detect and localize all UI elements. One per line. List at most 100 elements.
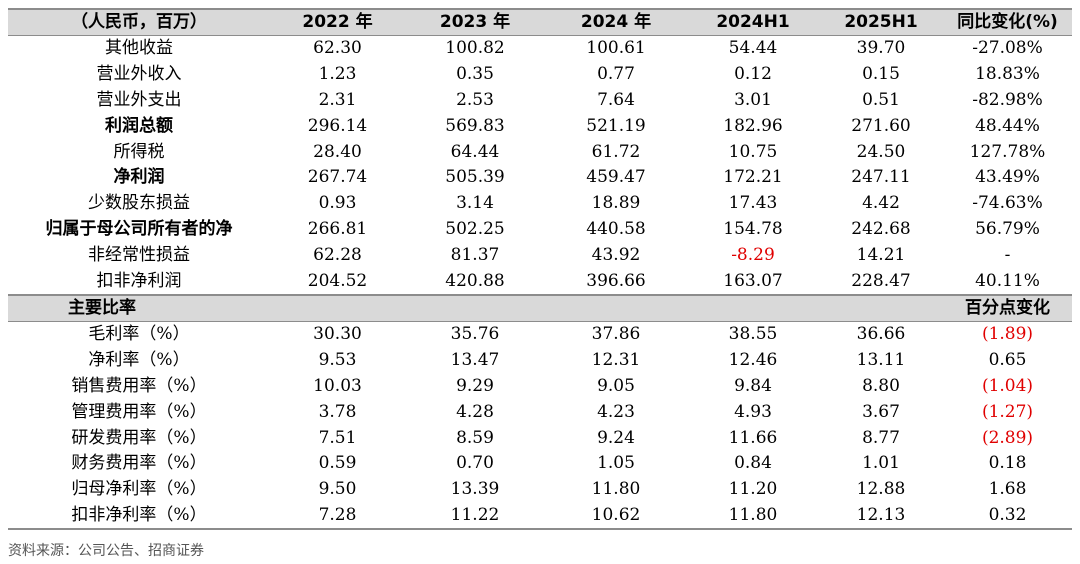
cell: 172.21	[723, 167, 783, 188]
cell: 505.39	[445, 167, 505, 188]
cell: 8.77	[862, 427, 900, 448]
row-label: 营业外收入	[96, 64, 182, 85]
cell: 18.83%	[975, 64, 1040, 85]
header-yoy-change: 同比变化(%)	[943, 8, 1072, 36]
cell: 100.82	[445, 38, 505, 59]
cell: 0.35	[456, 64, 494, 85]
cell: 3.67	[862, 401, 900, 422]
table-row: 扣非净利润 204.52 420.88 396.66 163.07 228.47…	[8, 268, 1072, 295]
cell: 271.60	[851, 115, 911, 136]
table-row: 归属于母公司所有者的净 266.81 502.25 440.58 154.78 …	[8, 217, 1072, 243]
cell: 0.65	[988, 350, 1027, 371]
cell: 37.86	[591, 324, 641, 345]
cell: 9.53	[318, 350, 357, 371]
cell: 11.80	[591, 479, 641, 500]
table-row: 毛利率（%） 30.30 35.76 37.86 38.55 36.66 (1.…	[8, 321, 1072, 347]
cell: 569.83	[445, 115, 505, 136]
row-label: 扣非净利率（%）	[8, 502, 270, 531]
cell: 11.66	[728, 427, 778, 448]
table-row: 净利率（%） 9.53 13.47 12.31 12.46 13.11 0.65	[8, 348, 1072, 374]
cell: 0.84	[734, 453, 772, 474]
table-row: 其他收益 62.30 100.82 100.61 54.44 39.70 -27…	[8, 36, 1072, 62]
row-label: 净利润	[113, 167, 165, 188]
cell: 35.76	[450, 324, 500, 345]
cell: 64.44	[450, 141, 500, 162]
header-2024h1: 2024H1	[687, 8, 819, 36]
section-title: 主要比率	[8, 293, 270, 322]
table-row: 研发费用率（%） 7.51 8.59 9.24 11.66 8.77 (2.89…	[8, 425, 1072, 451]
cell: 154.78	[723, 218, 783, 239]
cell: 3.78	[318, 401, 357, 422]
cell: 247.11	[851, 167, 911, 188]
cell: 0.93	[318, 193, 357, 214]
cell: 7.51	[318, 427, 357, 448]
row-label: 研发费用率（%）	[71, 427, 207, 448]
cell: 36.66	[856, 324, 906, 345]
cell: 0.70	[456, 453, 494, 474]
row-label: 扣非净利润	[96, 270, 182, 291]
cell: 10.62	[545, 502, 687, 531]
cell-negative: -8.29	[731, 244, 775, 265]
cell: 12.88	[856, 479, 906, 500]
table-row: 管理费用率（%） 3.78 4.28 4.23 4.93 3.67 (1.27)	[8, 399, 1072, 425]
header-2024: 2024 年	[545, 8, 687, 36]
table-row: 净利润 267.74 505.39 459.47 172.21 247.11 4…	[8, 165, 1072, 191]
cell: 4.28	[456, 401, 494, 422]
table-row: 财务费用率（%） 0.59 0.70 1.05 0.84 1.01 0.18	[8, 451, 1072, 477]
cell: 38.55	[728, 324, 778, 345]
row-label: 营业外支出	[96, 89, 182, 110]
cell: 1.05	[597, 453, 635, 474]
cell: 502.25	[445, 218, 505, 239]
cell: 127.78%	[969, 141, 1046, 162]
cell: 100.61	[586, 38, 646, 59]
cell: 9.84	[734, 375, 772, 396]
row-label: 其他收益	[105, 38, 173, 59]
cell: 242.68	[851, 218, 911, 239]
cell: 2.31	[318, 89, 357, 110]
header-unit: （人民币，百万）	[8, 8, 270, 36]
cell: 8.80	[862, 375, 900, 396]
cell: 13.39	[450, 479, 500, 500]
cell: 11.20	[728, 479, 778, 500]
cell: 267.74	[307, 167, 368, 188]
cell: 9.50	[318, 479, 357, 500]
cell: 0.32	[943, 502, 1072, 531]
cell: 39.70	[856, 38, 906, 59]
row-label: 少数股东损益	[88, 193, 190, 214]
cell: 266.81	[307, 218, 368, 239]
table-row: 利润总额 296.14 569.83 521.19 182.96 271.60 …	[8, 113, 1072, 139]
cell: 13.47	[450, 350, 500, 371]
row-label: 归母净利率（%）	[71, 479, 207, 500]
row-label: 净利率（%）	[88, 350, 190, 371]
cell: 3.01	[734, 89, 772, 110]
cell: 296.14	[307, 115, 368, 136]
cell: 13.11	[856, 350, 906, 371]
cell: 9.29	[456, 375, 494, 396]
cell: 43.49%	[975, 167, 1040, 188]
table-row: 销售费用率（%） 10.03 9.29 9.05 9.84 8.80 (1.04…	[8, 374, 1072, 400]
cell: 62.30	[313, 38, 362, 59]
cell: 10.75	[728, 141, 778, 162]
row-label: 归属于母公司所有者的净	[45, 218, 233, 239]
row-label: 非经常性损益	[88, 244, 190, 265]
cell: 2.53	[456, 89, 494, 110]
cell: 28.40	[313, 141, 362, 162]
section-blank	[545, 293, 687, 322]
cell: 521.19	[586, 115, 646, 136]
header-2022: 2022 年	[270, 8, 405, 36]
header-2025h1: 2025H1	[819, 8, 943, 36]
row-label: 财务费用率（%）	[71, 453, 207, 474]
section-blank	[270, 293, 405, 322]
cell: 30.30	[313, 324, 362, 345]
cell: 56.79%	[975, 218, 1040, 239]
cell: 9.05	[597, 375, 635, 396]
table-row: 营业外支出 2.31 2.53 7.64 3.01 0.51 -82.98%	[8, 88, 1072, 114]
row-label: 所得税	[113, 141, 165, 162]
cell-negative: (1.04)	[981, 375, 1034, 396]
table-row: 归母净利率（%） 9.50 13.39 11.80 11.20 12.88 1.…	[8, 477, 1072, 503]
cell: 48.44%	[975, 115, 1040, 136]
cell: 8.59	[456, 427, 494, 448]
cell: 0.51	[862, 89, 900, 110]
cell: 1.68	[988, 479, 1027, 500]
table-row: 扣非净利率（%） 7.28 11.22 10.62 11.80 12.13 0.…	[8, 502, 1072, 531]
